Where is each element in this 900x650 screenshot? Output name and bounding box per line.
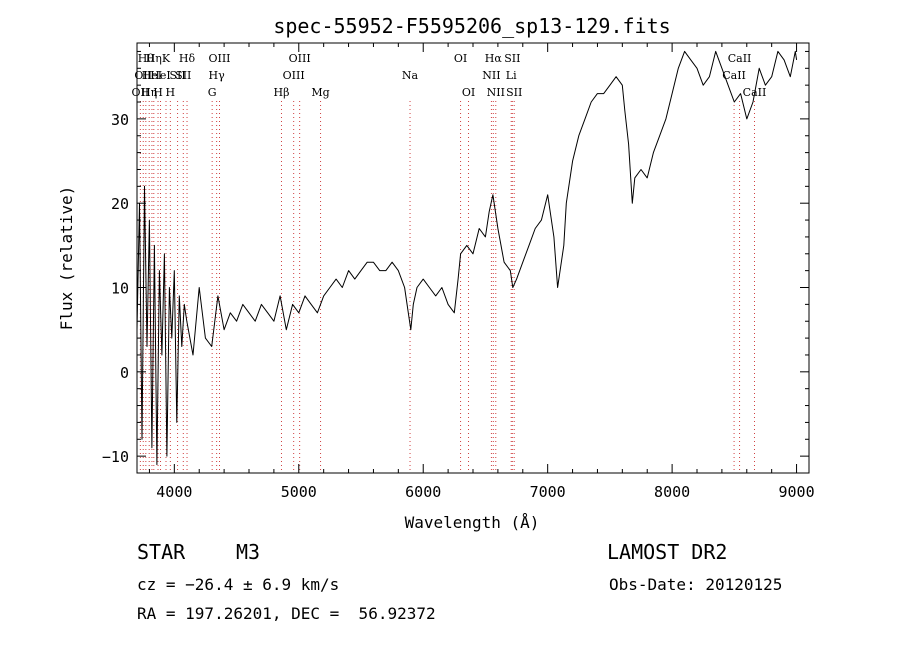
line-label-24: Hα (485, 52, 503, 65)
line-label-18: OIII (289, 52, 311, 65)
line-label-25: NII (487, 86, 505, 99)
line-label-0: OII (132, 86, 150, 99)
line-label-13: G (208, 86, 217, 99)
coordinates-label: RA = 197.26201, DEC = 56.92372 (137, 604, 436, 623)
line-label-21: OI (454, 52, 467, 65)
line-label-28: SII (506, 86, 522, 99)
y-tick-label-1: 0 (120, 364, 129, 382)
line-label-15: OIII (208, 52, 230, 65)
line-label-17: OIII (283, 69, 305, 82)
line-label-27: SII (504, 52, 520, 65)
survey-label: LAMOST DR2 (607, 540, 728, 564)
class-label: STAR (137, 540, 186, 564)
y-tick-label-2: 10 (111, 280, 129, 298)
y-tick-label-3: 20 (111, 195, 129, 213)
line-label-5: Hη (146, 52, 162, 65)
spectrum-line (136, 50, 798, 466)
line-label-6: H (153, 86, 163, 99)
line-label-2: Hθ (138, 52, 155, 65)
line-label-14: Hγ (209, 69, 226, 82)
y-tick-label-4: 30 (111, 111, 129, 129)
axes: 4000 5000 6000 7000 8000 9000 −10 0 10 20 30 (102, 43, 815, 501)
chart-title: spec-55952-F5595206_sp13-129.fits (273, 14, 670, 38)
line-label-12: Hδ (179, 52, 196, 65)
x-tick-label-3: 7000 (530, 483, 566, 501)
line-label-30: CaII (728, 52, 752, 65)
spectrum-series (136, 50, 798, 466)
line-label-9: H (166, 86, 176, 99)
x-tick-label-1: 5000 (281, 483, 317, 501)
line-label-29: CaII (722, 69, 746, 82)
line-label-11: SII (175, 69, 191, 82)
line-label-19: Mg (311, 86, 329, 99)
x-tick-label-0: 4000 (156, 483, 192, 501)
y-tick-label-0: −10 (102, 448, 129, 466)
line-label-10: SII (169, 69, 185, 82)
line-label-16: Hβ (274, 86, 290, 99)
line-label-22: OI (462, 86, 475, 99)
emission-line-markers: OIIOIIHθHηHeIHηHHeIKHSIISIIHδGHγOIIIHβOI… (132, 52, 766, 473)
redshift-label: cz = −26.4 ± 6.9 km/s (137, 575, 340, 594)
x-axis-label: Wavelength (Å) (405, 513, 540, 532)
x-tick-label-2: 6000 (405, 483, 441, 501)
x-tick-label-4: 8000 (654, 483, 690, 501)
plot-frame (136, 42, 810, 474)
line-label-7: HeI (150, 69, 170, 82)
x-tick-label-5: 9000 (778, 483, 814, 501)
line-label-8: K (162, 52, 171, 65)
line-label-20: Na (402, 69, 419, 82)
line-label-26: Li (506, 69, 517, 82)
obs-date-label: Obs-Date: 20120125 (609, 575, 783, 594)
line-label-1: OII (134, 69, 152, 82)
line-label-4: HeI (142, 69, 162, 82)
subclass-label: M3 (236, 540, 261, 564)
line-label-23: NII (482, 69, 500, 82)
line-label-3: Hη (141, 86, 157, 99)
y-axis-label: Flux (relative) (57, 186, 76, 331)
